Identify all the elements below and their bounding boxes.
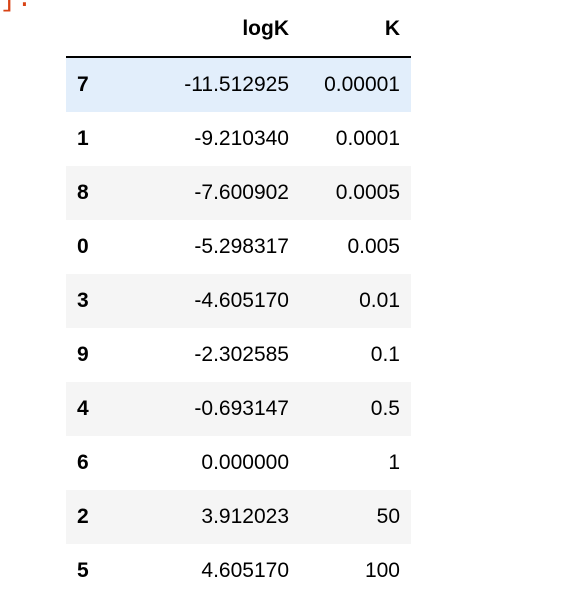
table-row: 6 0.000000 1 (66, 436, 411, 490)
row-index: 4 (66, 382, 116, 436)
cell-k: 0.005 (347, 235, 400, 258)
cell-k: 0.01 (289, 274, 411, 328)
table-row: 9 -2.302585 0.1 (66, 328, 411, 382)
table-row: 3 -4.605170 0.01 (66, 274, 411, 328)
table-row: 8 -7.600902 0.0005 (66, 166, 411, 220)
cell-k: 0.0005 (289, 166, 411, 220)
column-header-logk: logK (116, 2, 289, 58)
row-index: 7 (66, 57, 116, 112)
row-index: 3 (66, 274, 116, 328)
cell-k: 50 (289, 490, 411, 544)
cell-logk: -9.210340 (194, 127, 289, 150)
row-index: 2 (66, 490, 116, 544)
cell-k: 100 (364, 559, 400, 582)
row-index: 5 (77, 559, 89, 582)
table-row: 2 3.912023 50 (66, 490, 411, 544)
cell-logk: -2.302585 (194, 343, 289, 366)
dataframe-table: logK K 7 -11.512925 0.00001 1 -9.210340 … (66, 2, 411, 598)
table-body: 7 -11.512925 0.00001 1 -9.210340 0.0001 … (66, 57, 411, 598)
cell-logk: 4.605170 (201, 559, 289, 582)
cell-k: 0.5 (289, 382, 411, 436)
cell-k: 0.0001 (335, 127, 400, 150)
cell-k: 0.00001 (289, 57, 411, 112)
index-column-header (66, 2, 116, 58)
row-index: 0 (77, 235, 89, 258)
row-index: 1 (77, 127, 89, 150)
cell-logk: -4.605170 (116, 274, 289, 328)
output-prompt-fragment: ]: (0, 0, 33, 12)
header-row: logK K (66, 2, 411, 58)
cell-k: 1 (388, 451, 400, 474)
dataframe-output: logK K 7 -11.512925 0.00001 1 -9.210340 … (66, 2, 411, 598)
table-row: 7 -11.512925 0.00001 (66, 57, 411, 112)
column-header-k: K (289, 2, 411, 58)
cell-logk: -0.693147 (116, 382, 289, 436)
cell-logk: 3.912023 (116, 490, 289, 544)
cell-logk: -5.298317 (194, 235, 289, 258)
row-index: 6 (77, 451, 89, 474)
cell-logk: 0.000000 (201, 451, 289, 474)
table-row: 4 -0.693147 0.5 (66, 382, 411, 436)
row-index: 8 (66, 166, 116, 220)
cell-k: 0.1 (370, 343, 400, 366)
table-row: 0 -5.298317 0.005 (66, 220, 411, 274)
table-row: 5 4.605170 100 (66, 544, 411, 598)
cell-logk: -11.512925 (116, 57, 289, 112)
cell-logk: -7.600902 (116, 166, 289, 220)
table-row: 1 -9.210340 0.0001 (66, 112, 411, 166)
row-index: 9 (77, 343, 89, 366)
table-header: logK K (66, 2, 411, 58)
